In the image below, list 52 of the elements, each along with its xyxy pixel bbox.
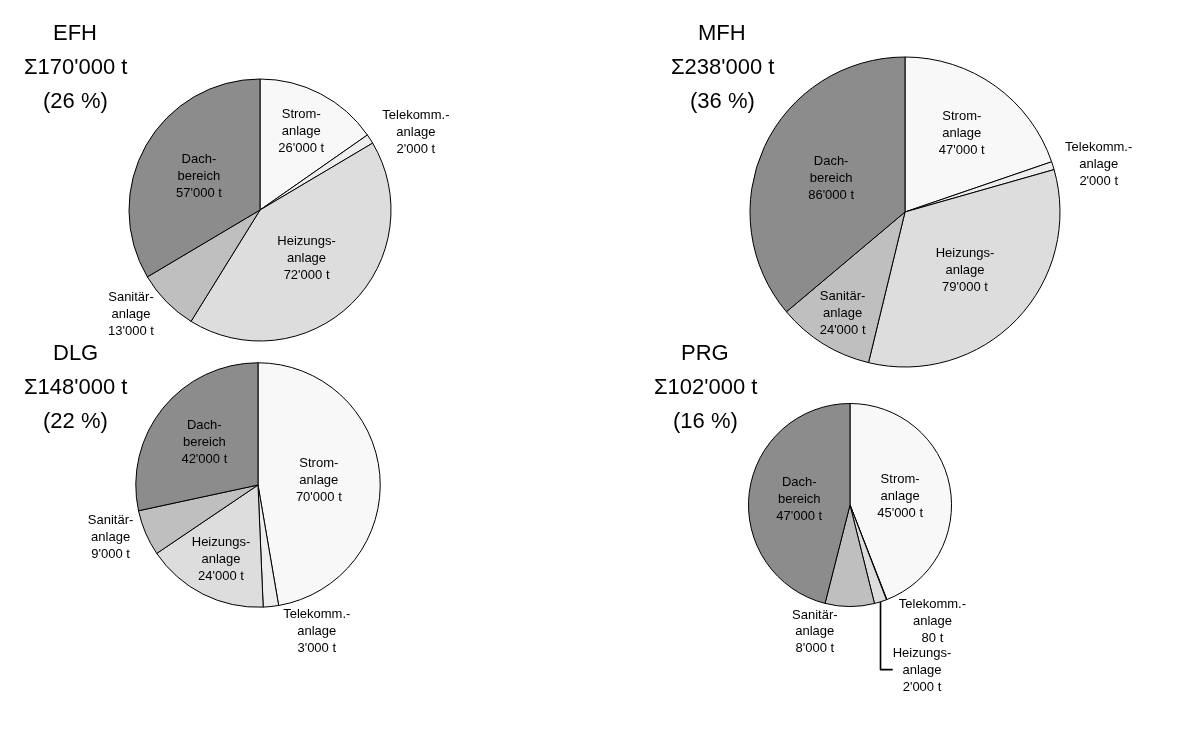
data-label: 42'000 t xyxy=(181,451,228,467)
slice-label: Sanitär-anlage xyxy=(819,288,866,320)
chart-subtitle: Σ238'000 t xyxy=(671,54,775,79)
slice-label: Telekomm.-anlage xyxy=(1065,139,1133,171)
slice-label: Dach-bereich xyxy=(177,150,221,183)
slice-label: Telekomm.-anlage xyxy=(898,596,967,629)
chart-title: PRG xyxy=(681,340,729,365)
data-label: 80 t xyxy=(921,630,944,646)
data-label: 70'000 t xyxy=(295,489,343,505)
text: (22 %) xyxy=(43,408,108,433)
data-label: 13'000 t xyxy=(108,323,155,339)
data-label: 26'000 t xyxy=(278,139,325,155)
chart-subtitle: Σ102'000 t xyxy=(654,374,758,399)
slice-label: Telekomm.-anlage xyxy=(382,107,450,140)
slice-label: Sanitär-anlage xyxy=(87,512,134,545)
slice-label: Sanitär-anlage xyxy=(108,289,154,322)
data-label: 24'000 t xyxy=(819,321,866,337)
text: (36 %) xyxy=(690,88,755,113)
slice-label: Sanitär-anlage xyxy=(792,606,838,639)
data-label: 2'000 t xyxy=(396,141,436,157)
data-label: 9'000 t xyxy=(91,546,131,562)
data-label: 3'000 t xyxy=(297,640,337,656)
slice-label: Strom-anlage xyxy=(299,455,339,488)
data-label: 24'000 t xyxy=(198,567,245,583)
text: (26 %) xyxy=(43,88,108,113)
slice-label: Dach-bereich xyxy=(183,417,226,450)
chart-subtitle: Σ170'000 t xyxy=(24,54,128,79)
data-label: 72'000 t xyxy=(283,266,330,282)
data-label: 57'000 t xyxy=(175,184,223,200)
data-label: 2'000 t xyxy=(902,679,942,695)
slice-label: Dach-bereich xyxy=(777,474,821,507)
text: (16 %) xyxy=(673,408,738,433)
slice-label: Dach-bereich xyxy=(809,153,853,186)
data-label: 79'000 t xyxy=(942,279,989,295)
chart-title: MFH xyxy=(698,20,746,45)
data-label: 47'000 t xyxy=(776,508,823,524)
slice-label: Heizungs-anlage xyxy=(935,245,995,278)
text: Σ148'000 t xyxy=(24,374,128,399)
data-label: 47'000 t xyxy=(938,141,986,157)
data-label: 86'000 t xyxy=(808,187,855,203)
slice-label: Heizungs-anlage xyxy=(191,533,251,566)
chart-title: DLG xyxy=(53,340,99,365)
slice-label: Heizungs-anlage xyxy=(277,233,336,265)
slice-label: Strom-anlage xyxy=(942,107,982,140)
slice-label: Heizungs-anlage xyxy=(892,645,952,678)
data-label: 8'000 t xyxy=(795,640,835,656)
data-label: 45'000 t xyxy=(877,504,924,520)
data-label: 2'000 t xyxy=(1079,172,1119,188)
chart-title: EFH xyxy=(53,20,97,45)
slice-label: Telekomm.-anlage xyxy=(283,606,351,639)
slice-label: Strom-anlage xyxy=(281,106,321,139)
slice-label: Strom-anlage xyxy=(880,471,920,504)
